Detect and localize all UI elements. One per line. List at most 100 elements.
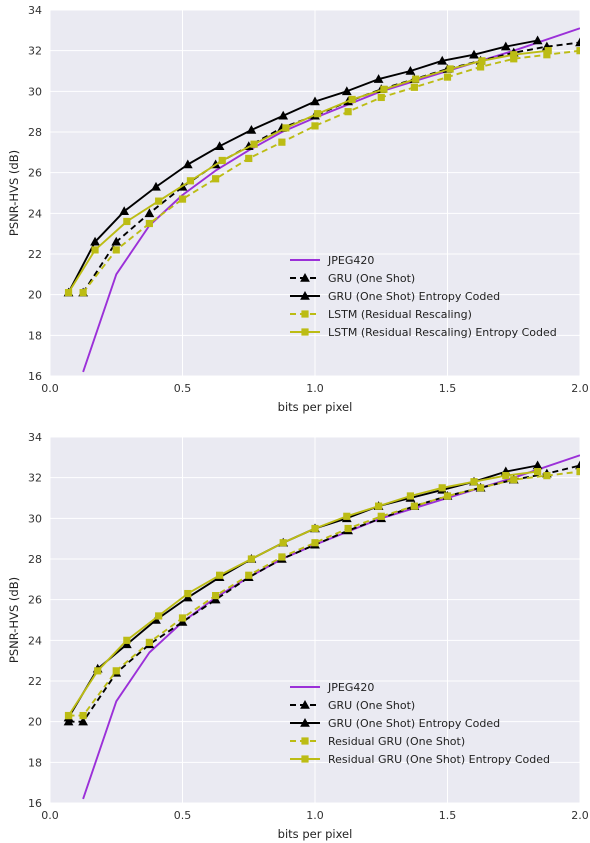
- series-line: [67, 39, 538, 294]
- data-point: [377, 93, 385, 102]
- legend-label: GRU (One Shot) Entropy Coded: [328, 290, 500, 303]
- x-tick-label: 1.5: [439, 809, 457, 822]
- data-point: [348, 95, 356, 104]
- y-tick-label: 24: [28, 634, 42, 647]
- data-point: [477, 484, 485, 492]
- data-point: [155, 197, 163, 205]
- legend-label: JPEG420: [327, 254, 374, 267]
- data-point: [279, 539, 287, 547]
- data-point: [311, 539, 319, 547]
- data-point: [502, 472, 510, 480]
- data-point: [278, 553, 286, 561]
- series-line: [67, 49, 549, 294]
- data-point: [410, 83, 418, 91]
- legend-marker: [301, 737, 309, 745]
- data-point: [341, 86, 352, 96]
- x-tick-label: 2.0: [571, 382, 589, 395]
- data-point: [406, 492, 414, 500]
- data-point: [575, 460, 580, 470]
- data-point: [123, 217, 131, 226]
- data-point: [377, 512, 385, 520]
- data-point: [477, 63, 485, 71]
- y-tick-label: 32: [28, 472, 42, 485]
- data-point: [90, 236, 100, 246]
- series-4: [79, 47, 580, 297]
- legend-marker: [301, 310, 309, 318]
- data-point: [186, 177, 195, 185]
- legend-label: Residual GRU (One Shot) Entropy Coded: [328, 753, 550, 766]
- data-point: [79, 289, 87, 297]
- series-line: [82, 454, 580, 800]
- y-tick-label: 26: [28, 167, 42, 180]
- chart-panel-2: 0.0 0.5 1.0 1.5 2.0 16 18 20 22 24 26 28 30 32 34 bits …: [7, 431, 589, 841]
- y-tick-label: 16: [28, 370, 42, 383]
- data-point: [78, 716, 89, 726]
- data-point: [311, 524, 319, 533]
- data-point: [344, 108, 352, 116]
- series-group: [63, 27, 580, 373]
- data-point: [278, 110, 289, 120]
- data-point: [123, 636, 131, 644]
- legend-label: LSTM (Residual Rescaling): [328, 308, 472, 321]
- data-point: [112, 246, 120, 254]
- x-axis-label: bits per pixel: [278, 400, 353, 414]
- data-point: [343, 512, 351, 520]
- data-point: [182, 159, 193, 169]
- data-point: [510, 51, 518, 59]
- data-point: [438, 484, 446, 492]
- data-point: [250, 140, 258, 148]
- data-point: [412, 75, 420, 83]
- data-point: [510, 476, 518, 484]
- y-tick-label: 26: [28, 594, 42, 607]
- data-point: [212, 592, 220, 600]
- data-point: [145, 219, 153, 228]
- y-tick-label: 34: [28, 431, 42, 444]
- legend-marker: [300, 699, 310, 709]
- y-tick-label: 24: [28, 207, 42, 220]
- data-point: [282, 124, 290, 132]
- y-tick-label: 30: [28, 512, 42, 525]
- x-axis-label: bits per pixel: [278, 827, 353, 841]
- legend-marker: [300, 290, 310, 300]
- y-tick-label: 28: [28, 553, 42, 566]
- data-point: [534, 467, 542, 476]
- data-point: [94, 667, 102, 675]
- data-point: [119, 206, 130, 216]
- data-point: [443, 492, 452, 500]
- data-point: [218, 156, 226, 165]
- y-tick-label: 18: [28, 756, 42, 769]
- x-tick-label: 1.0: [306, 382, 324, 395]
- y-tick-label: 28: [28, 126, 42, 139]
- data-point: [216, 571, 224, 579]
- data-point: [247, 555, 255, 563]
- legend-marker: [301, 328, 309, 336]
- data-point: [373, 74, 384, 83]
- legend-label: Residual GRU (One Shot): [328, 735, 465, 748]
- data-point: [544, 47, 552, 55]
- data-point: [410, 502, 418, 510]
- data-point: [121, 639, 132, 649]
- x-tick-label: 1.5: [439, 382, 457, 395]
- data-point: [443, 73, 452, 81]
- y-tick-label: 18: [28, 329, 42, 342]
- data-point: [79, 711, 87, 720]
- x-tick-label: 0.5: [174, 809, 192, 822]
- data-point: [380, 85, 388, 93]
- legend: JPEG420 GRU (One Shot) GRU (One Shot) Entr…: [290, 681, 550, 766]
- data-point: [344, 524, 352, 533]
- data-point: [177, 617, 188, 626]
- data-point: [246, 124, 257, 134]
- data-point: [532, 35, 543, 45]
- data-point: [64, 711, 73, 720]
- data-point: [543, 51, 551, 59]
- data-point: [245, 571, 253, 579]
- y-tick-label: 20: [28, 716, 42, 729]
- y-tick-label: 16: [28, 797, 42, 810]
- data-point: [184, 589, 192, 598]
- data-point: [111, 236, 122, 246]
- x-tick-label: 0.5: [174, 382, 192, 395]
- series-line: [67, 470, 538, 717]
- y-tick-label: 32: [28, 45, 42, 58]
- data-point: [500, 41, 511, 51]
- data-point: [155, 612, 163, 620]
